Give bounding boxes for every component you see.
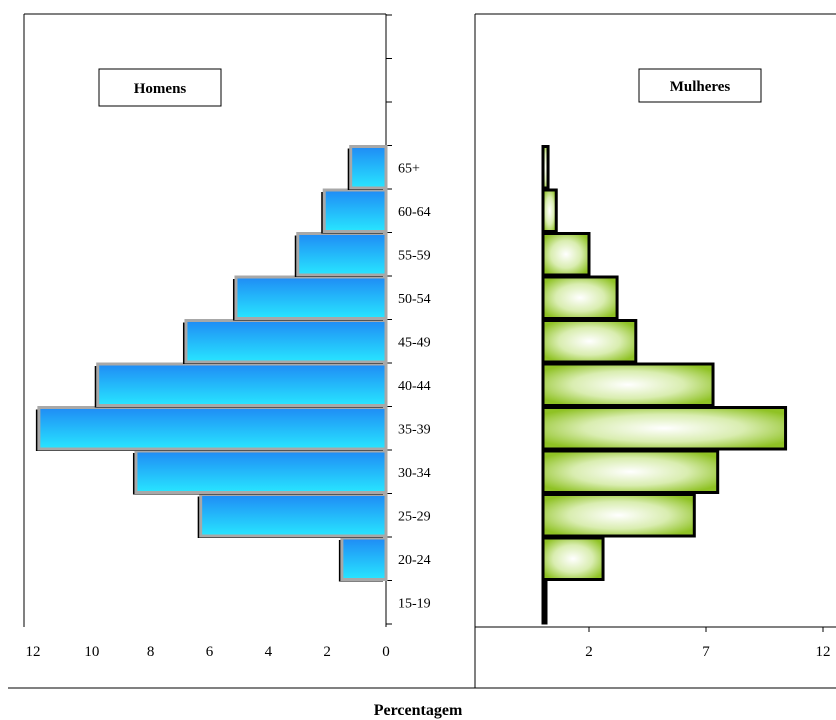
age-group-label: 45-49	[398, 335, 431, 350]
bar-homens-40-44	[96, 362, 388, 407]
bar-mulheres-60-64	[541, 188, 558, 233]
x-tick-label-homens: 10	[84, 644, 99, 660]
age-group-label: 50-54	[398, 292, 431, 307]
x-tick-label-homens: 6	[206, 644, 214, 660]
x-tick-label-homens: 0	[382, 644, 390, 660]
x-tick-label-homens: 8	[147, 644, 155, 660]
x-tick-label-homens: 4	[265, 644, 273, 660]
bar-mulheres-65+	[541, 145, 550, 190]
bar-homens-55-59	[296, 232, 388, 277]
bar-mulheres-30-34	[541, 449, 720, 494]
bar-homens-65+	[349, 145, 388, 190]
age-group-label: 25-29	[398, 509, 431, 524]
age-group-label: 60-64	[398, 205, 431, 220]
bar-homens-35-39	[37, 406, 388, 451]
bar-mulheres-50-54	[541, 275, 619, 320]
age-group-label: 40-44	[398, 379, 431, 394]
bar-mulheres-40-44	[541, 362, 715, 407]
bar-homens-25-29	[199, 493, 388, 538]
bar-mulheres-25-29	[541, 493, 696, 538]
legend-label-mulheres: Mulheres	[670, 79, 731, 95]
x-tick-label-homens: 2	[323, 644, 331, 660]
legend-box-mulheres	[638, 68, 762, 103]
bar-homens-45-49	[184, 319, 388, 364]
bar-homens-60-64	[322, 188, 388, 233]
bar-mulheres-15-19	[541, 580, 548, 625]
bar-homens-30-34	[134, 449, 388, 494]
legend-box-homens	[98, 68, 222, 107]
age-group-label: 15-19	[398, 596, 431, 611]
x-tick-label-mulheres: 12	[816, 644, 831, 660]
bar-mulheres-20-24	[541, 536, 605, 581]
age-group-label: 35-39	[398, 422, 431, 437]
x-tick-label-homens: 12	[26, 644, 41, 660]
bar-mulheres-45-49	[541, 319, 638, 364]
legend-label-homens: Homens	[134, 81, 187, 97]
age-group-label: 65+	[398, 161, 420, 176]
age-group-label: 55-59	[398, 248, 431, 263]
bar-homens-20-24	[340, 536, 388, 581]
bar-mulheres-35-39	[541, 406, 788, 451]
age-group-label: 20-24	[398, 553, 431, 568]
x-tick-label-mulheres: 7	[702, 644, 710, 660]
bar-homens-50-54	[234, 275, 388, 320]
bar-mulheres-55-59	[541, 232, 591, 277]
x-tick-label-mulheres: 2	[585, 644, 593, 660]
x-axis-label: Percentagem	[374, 702, 463, 719]
age-group-label: 30-34	[398, 466, 431, 481]
